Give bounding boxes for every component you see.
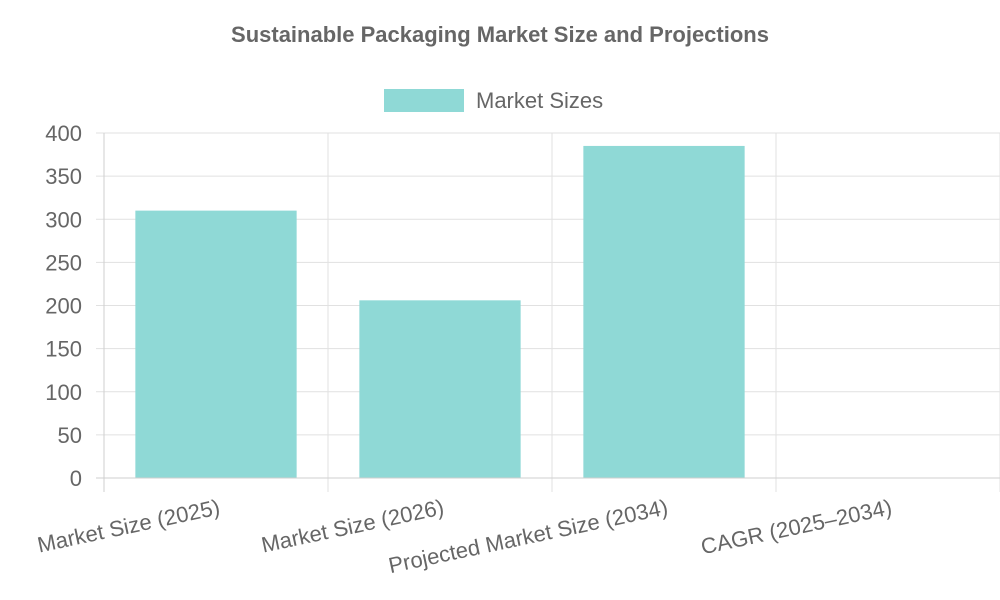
y-axis-ticks: 0 50 100 150 200 250 300 350 400 <box>45 121 82 491</box>
y-tick-label: 300 <box>45 207 82 232</box>
axes <box>96 133 1000 492</box>
legend-label: Market Sizes <box>476 88 603 113</box>
y-tick-label: 350 <box>45 164 82 189</box>
chart-title: Sustainable Packaging Market Size and Pr… <box>231 22 769 47</box>
bar <box>135 210 297 478</box>
bar <box>583 145 745 478</box>
y-tick-label: 100 <box>45 380 82 405</box>
y-tick-label: 250 <box>45 250 82 275</box>
legend: Market Sizes <box>384 88 603 113</box>
y-tick-label: 150 <box>45 337 82 362</box>
bar <box>359 300 521 478</box>
bars <box>135 145 745 478</box>
x-tick-label: Market Size (2025) <box>35 494 222 557</box>
legend-swatch <box>384 89 464 112</box>
y-tick-label: 50 <box>58 423 82 448</box>
y-tick-label: 400 <box>45 121 82 146</box>
x-axis-ticks: Market Size (2025) Market Size (2026)Proj… <box>35 494 894 578</box>
y-tick-label: 200 <box>45 294 82 319</box>
x-tick-label: CAGR (2025–2034) <box>699 494 894 559</box>
y-tick-label: 0 <box>70 466 82 491</box>
